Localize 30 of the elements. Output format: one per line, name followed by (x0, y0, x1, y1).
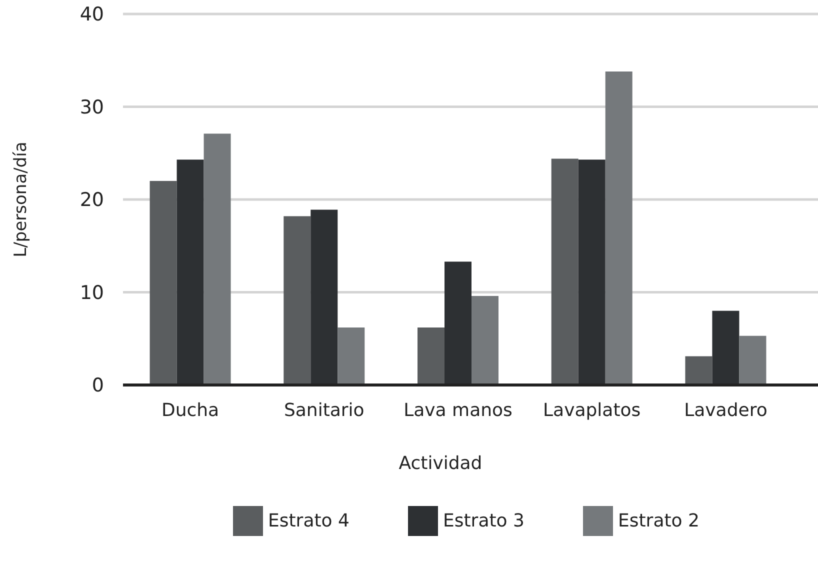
x-axis-title: Actividad (398, 453, 482, 474)
legend-label: Estrato 3 (443, 510, 524, 532)
legend-label: Estrato 4 (268, 510, 350, 532)
bar (712, 310, 740, 385)
bar (472, 296, 498, 385)
bar (310, 210, 338, 385)
bar (204, 134, 231, 385)
y-tick-label: 30 (80, 96, 104, 118)
bar (444, 262, 472, 385)
y-axis-title: L/persona/día (11, 142, 31, 258)
y-tick-label: 0 (92, 374, 104, 397)
legend-label: Estrato 2 (618, 510, 700, 532)
x-tick-label: Lava manos (404, 400, 512, 421)
x-tick-label: Lavadero (684, 400, 768, 421)
bar (150, 180, 177, 385)
x-tick-label: Ducha (161, 400, 220, 421)
bar (418, 327, 444, 385)
x-tick-label: Lavaplatos (543, 400, 641, 421)
bar (605, 72, 632, 385)
bar (284, 216, 311, 385)
bar (551, 158, 578, 385)
bar (338, 327, 365, 385)
bar (176, 160, 204, 385)
bar (685, 356, 712, 385)
y-tick-label: 10 (80, 282, 104, 304)
bar (578, 160, 606, 385)
bar (739, 336, 766, 385)
y-tick-label: 40 (80, 4, 104, 26)
x-tick-label: Sanitario (284, 400, 364, 421)
y-tick-label: 20 (80, 189, 104, 212)
